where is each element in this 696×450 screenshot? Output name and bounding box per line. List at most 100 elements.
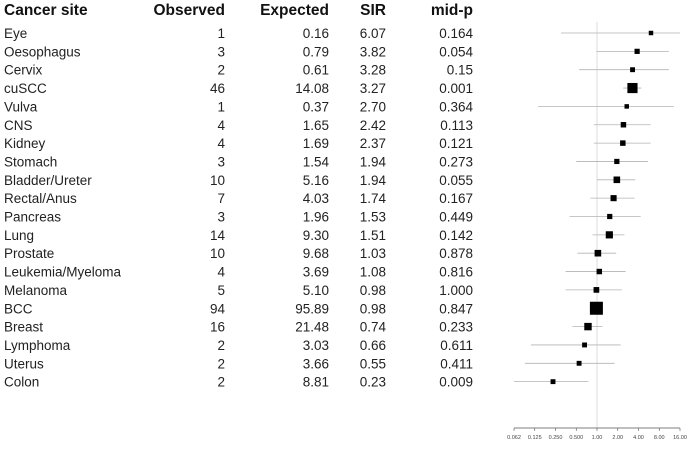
cell-mid-p: 0.15 [447,63,473,78]
cell-expected: 3.66 [303,356,329,371]
cell-sir: 1.53 [360,210,386,225]
cell-observed: 3 [217,210,225,225]
cell-observed: 16 [210,320,225,335]
cell-expected: 0.16 [303,26,329,41]
table-row: BCC 94 95.89 0.98 0.847 [4,301,473,316]
cell-sir: 1.08 [360,265,386,280]
cell-site: Vulva [4,99,38,114]
cell-site: Melanoma [4,283,68,298]
cell-mid-p: 0.009 [439,375,473,390]
x-tick-label: 1.00 [592,435,603,441]
cell-mid-p: 0.611 [440,338,473,353]
cell-site: Eye [4,26,27,41]
cell-mid-p: 0.816 [439,265,473,280]
cell-observed: 2 [217,63,225,78]
cell-observed: 46 [210,81,225,96]
point-estimate [634,48,640,54]
table-row: Lung 14 9.30 1.51 0.142 [4,228,473,243]
cell-sir: 1.51 [360,228,386,243]
cell-sir: 0.66 [360,338,386,353]
table-row: Vulva 1 0.37 2.70 0.364 [4,99,473,114]
cell-mid-p: 0.878 [439,246,473,261]
cell-mid-p: 0.142 [439,228,473,243]
cell-site: Oesophagus [4,44,81,59]
cell-expected: 0.37 [303,99,329,114]
cell-mid-p: 0.001 [439,81,473,96]
header-sir: SIR [360,2,386,19]
cell-observed: 2 [217,375,225,390]
cell-expected: 1.69 [303,136,329,151]
point-estimate [576,360,582,366]
header-cancer-site: Cancer site [4,2,88,19]
cell-site: Stomach [4,154,57,169]
header-observed: Observed [153,2,225,19]
cell-mid-p: 0.273 [439,154,473,169]
point-estimate [630,67,636,73]
table-row: Melanoma 5 5.10 0.98 1.000 [4,283,473,298]
cell-mid-p: 0.233 [439,320,473,335]
cell-site: Kidney [4,136,46,151]
cell-observed: 2 [217,338,225,353]
cell-expected: 5.10 [303,283,329,298]
cell-expected: 0.61 [303,63,329,78]
x-tick-label: 8.00 [654,435,665,441]
cell-observed: 3 [217,44,225,59]
table-row: Cervix 2 0.61 3.28 0.15 [4,63,473,78]
table-row: cuSCC 46 14.08 3.27 0.001 [4,81,473,96]
cell-observed: 10 [210,173,225,188]
point-estimate [550,379,556,385]
point-estimate [605,231,613,239]
table-row: Stomach 3 1.54 1.94 0.273 [4,154,473,169]
cell-expected: 3.03 [303,338,329,353]
cell-mid-p: 0.364 [439,99,473,114]
cell-mid-p: 1.000 [439,283,473,298]
point-estimate [624,104,629,109]
cell-observed: 10 [210,246,225,261]
point-estimate [607,213,613,220]
forest-plot: 0.062 0.125 0.250 0.500 1.00 2.00 4.00 8.00 16.0… [507,22,687,441]
cell-mid-p: 0.113 [440,118,473,133]
cell-sir: 3.82 [360,44,386,59]
cell-site: Leukemia/Myeloma [4,265,122,280]
cell-expected: 1.96 [303,210,329,225]
x-tick-label: 16.00 [673,435,687,441]
table-row: Colon 2 8.81 0.23 0.009 [4,375,473,390]
table-row: Kidney 4 1.69 2.37 0.121 [4,136,473,151]
cell-site: Lymphoma [4,338,71,353]
cell-sir: 0.55 [360,356,386,371]
point-estimate [620,122,627,128]
cell-mid-p: 0.449 [439,210,473,225]
cell-mid-p: 0.411 [440,356,473,371]
header-expected: Expected [260,2,329,19]
table-row: Pancreas 3 1.96 1.53 0.449 [4,210,473,225]
cell-sir: 2.42 [360,118,386,133]
cell-expected: 8.81 [303,375,329,390]
x-tick-label: 4.00 [633,435,644,441]
cell-mid-p: 0.164 [439,26,473,41]
point-estimate [627,82,638,94]
cell-site: Pancreas [4,210,61,225]
cell-sir: 6.07 [360,26,386,41]
cell-expected: 1.65 [303,118,329,133]
cell-sir: 0.74 [360,320,387,335]
cell-sir: 1.03 [360,246,386,261]
cell-expected: 3.69 [303,265,329,280]
table-row: Breast 16 21.48 0.74 0.233 [4,320,473,335]
cell-mid-p: 0.167 [439,191,473,206]
table-rows: Eye 1 0.16 6.07 0.164 Oesophagus 3 0.79 3.82 0.05… [4,26,473,390]
cell-expected: 21.48 [295,320,329,335]
point-estimate [613,176,621,184]
cell-site: Rectal/Anus [4,191,77,206]
cell-observed: 14 [210,228,226,243]
cell-expected: 14.08 [295,81,329,96]
cell-sir: 1.94 [360,173,387,188]
cell-site: Cervix [4,63,43,78]
cell-sir: 0.23 [360,375,386,390]
cell-site: Breast [4,320,43,335]
cell-observed: 4 [217,136,225,151]
cell-site: cuSCC [4,81,47,96]
point-estimate [584,322,592,331]
table-row: CNS 4 1.65 2.42 0.113 [4,118,473,133]
cell-observed: 2 [217,356,225,371]
